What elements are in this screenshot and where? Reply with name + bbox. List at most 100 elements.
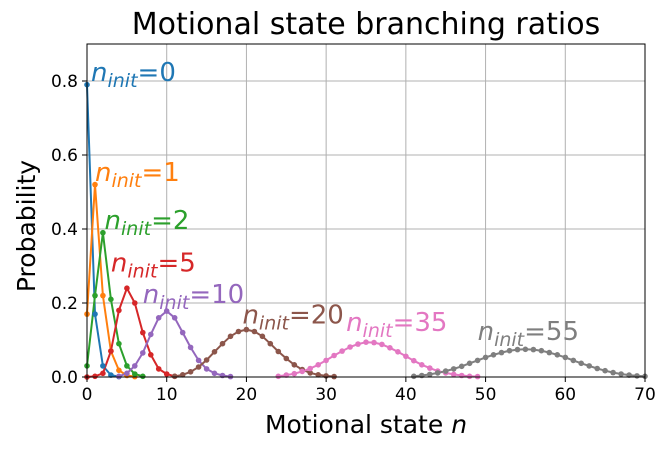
data-point [92,292,98,299]
data-point [108,348,114,354]
data-point [562,354,569,361]
data-point [466,373,473,380]
data-point [163,308,170,314]
data-point [506,347,513,354]
annotation-value: =1 [142,158,180,188]
data-point [171,315,178,321]
series-points [84,81,648,380]
data-point [195,364,202,370]
y-tick-label: 0.2 [51,294,78,314]
data-point [251,328,258,335]
series-annotation-5: ninit=20 [242,300,343,334]
data-point [411,357,417,364]
data-point [610,369,616,376]
data-point [442,368,449,374]
annotation-var: n [346,308,362,338]
data-point [594,365,600,372]
series-annotations: ninit=0ninit=1ninit=2ninit=5ninit=10nini… [91,58,579,351]
data-point [100,229,106,236]
data-point [155,315,162,321]
data-point [371,339,377,346]
axis-ticks: 0 10 20 30 40 50 60 70 0.0 0.2 0.4 0.6 0.8 [51,72,656,405]
data-point [450,366,457,372]
data-point [387,345,393,351]
data-point [100,370,106,377]
data-point [92,373,98,380]
series-annotation-2: ninit=2 [105,206,190,240]
series-annotation-0: ninit=0 [91,58,176,92]
data-point [235,328,242,335]
data-point [530,346,537,353]
x-tick-label: 30 [315,385,337,405]
data-point [411,373,417,380]
data-point [195,357,202,364]
annotation-var: n [95,158,111,188]
x-tick-label: 0 [82,385,93,405]
data-point [124,363,130,369]
annotation-value: =0 [138,58,176,88]
y-tick-label: 0.8 [51,72,78,92]
data-point [450,371,457,378]
data-point [347,344,353,350]
annotation-subscript: init [259,312,291,334]
data-point [140,329,146,336]
data-point [498,349,505,356]
data-point [522,346,529,353]
data-point [100,363,106,369]
data-point [148,352,154,358]
x-tick-label: 70 [634,385,656,405]
data-point [163,371,170,377]
data-point [458,363,465,370]
data-point [155,366,162,372]
data-point [331,352,337,359]
data-point [100,292,106,299]
annotation-subscript: init [159,292,191,314]
data-point [275,373,282,380]
data-point [211,349,218,355]
series-annotation-7: ninit=55 [478,317,579,351]
annotation-value: =55 [524,317,579,347]
data-point [602,367,608,374]
annotation-var: n [478,317,494,347]
y-tick-label: 0.6 [51,146,78,166]
chart-title: Motional state branching ratios [132,7,601,42]
data-point [419,362,425,368]
data-point [116,367,122,374]
data-point [578,360,584,367]
data-point [211,370,218,377]
data-point [219,340,226,347]
series-line-7 [413,348,646,378]
annotation-value: =10 [189,280,244,310]
data-point [427,365,433,371]
data-point [92,311,98,317]
data-point [514,346,521,353]
data-point [187,369,194,375]
data-point [482,354,489,361]
data-point [395,349,401,355]
data-point [586,363,592,369]
x-tick-label: 40 [395,385,417,405]
data-point [474,357,481,364]
data-point [243,326,250,333]
annotation-value: =2 [151,206,189,236]
data-point [108,296,114,303]
series-annotation-1: ninit=1 [95,158,180,192]
plot-frame [86,43,646,378]
x-tick-label: 60 [554,385,576,405]
data-point [291,362,298,368]
data-point [171,373,178,380]
annotation-var: n [111,249,127,279]
annotation-var: n [105,206,121,236]
data-point [323,357,329,364]
y-axis-label: Probability [12,160,41,292]
data-point [403,353,409,360]
data-point [259,333,266,340]
annotation-value: =20 [289,300,344,330]
annotation-var: n [91,58,107,88]
data-point [538,347,545,354]
data-point [307,370,314,376]
data-point [299,368,306,375]
data-point [355,341,361,347]
data-point [132,363,138,369]
